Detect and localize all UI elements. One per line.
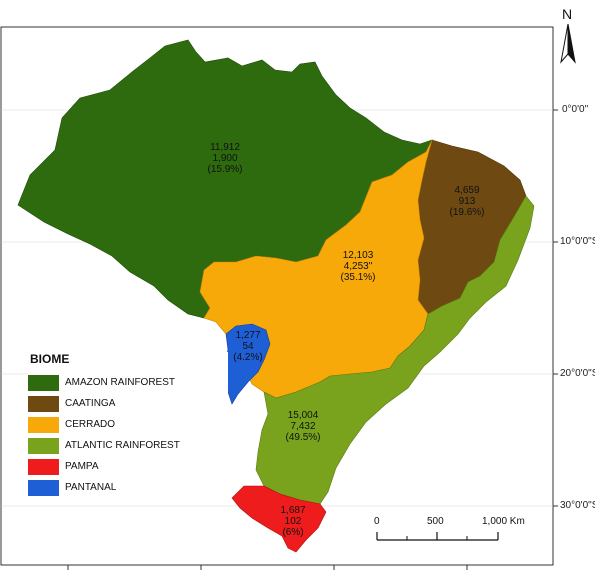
legend-label: PANTANAL — [65, 482, 117, 493]
region-area: 12,103 — [342, 250, 374, 261]
region-area: 1,277 — [235, 330, 261, 341]
region-area: 15,004 — [287, 410, 319, 421]
legend-swatch — [28, 458, 59, 475]
legend-swatch — [28, 437, 59, 454]
scale-tick-1000: 1,000 Km — [482, 516, 525, 527]
latitude-label-30s: 30°0'0"S — [560, 500, 595, 511]
region-percent: (35.1%) — [340, 272, 376, 283]
north-arrow-icon — [560, 24, 576, 64]
region-percent: (19.6%) — [449, 207, 485, 218]
legend: BIOME AMAZON RAINFOREST CAATINGA CERRADO… — [28, 352, 228, 498]
biome-atlantic-rainforest — [255, 195, 535, 505]
legend-label: PAMPA — [65, 461, 99, 472]
region-label-pampa: 1,687 102 (6%) — [268, 505, 318, 538]
scale-bar — [376, 532, 499, 541]
region-percent: (15.9%) — [207, 164, 243, 175]
legend-label: CAATINGA — [65, 398, 116, 409]
region-area: 4,659 — [454, 185, 480, 196]
legend-title: BIOME — [30, 352, 70, 366]
map-border — [0, 26, 554, 566]
legend-label: CERRADO — [65, 419, 116, 430]
biome-pampa — [231, 485, 327, 553]
legend-item-amazon: AMAZON RAINFOREST — [28, 372, 228, 393]
region-count: 7,432 — [290, 421, 316, 432]
legend-item-pampa: PAMPA — [28, 456, 228, 477]
region-count: 54 — [242, 341, 254, 352]
latitude-label-10s: 10°0'0"S — [560, 236, 595, 247]
region-count: 102 — [284, 516, 302, 527]
region-label-cerrado: 12,103 4,253" (35.1%) — [328, 250, 388, 283]
legend-swatch — [28, 374, 59, 391]
legend-item-atlantic: ATLANTIC RAINFOREST — [28, 435, 228, 456]
graticule-ticks — [67, 109, 558, 570]
legend-swatch — [28, 479, 59, 496]
region-label-atlantic: 15,004 7,432 (49.5%) — [273, 410, 333, 443]
legend-item-pantanal: PANTANAL — [28, 477, 228, 498]
region-count: 1,900 — [212, 153, 238, 164]
region-label-amazon: 11,912 1,900 (15.9%) — [195, 142, 255, 175]
scale-tick-0: 0 — [374, 516, 380, 527]
region-label-pantanal: 1,277 54 (4.2%) — [222, 330, 274, 363]
legend-label: ATLANTIC RAINFOREST — [65, 440, 180, 451]
latitude-label-20s: 20°0'0"S — [560, 368, 595, 379]
scale-tick-500: 500 — [427, 516, 444, 527]
region-count: 4,253" — [343, 261, 373, 272]
region-count: 913 — [458, 196, 476, 207]
legend-label: AMAZON RAINFOREST — [65, 377, 176, 388]
legend-item-caatinga: CAATINGA — [28, 393, 228, 414]
region-label-caatinga: 4,659 913 (19.6%) — [437, 185, 497, 218]
legend-item-cerrado: CERRADO — [28, 414, 228, 435]
legend-swatch — [28, 416, 59, 433]
north-label: N — [562, 6, 573, 22]
region-area: 11,912 — [210, 142, 240, 153]
legend-swatch — [28, 395, 59, 412]
latitude-label-0: 0°0'0" — [562, 104, 589, 115]
region-area: 1,687 — [280, 505, 306, 516]
region-percent: (49.5%) — [285, 432, 321, 443]
region-percent: (6%) — [282, 527, 304, 538]
region-percent: (4.2%) — [233, 352, 263, 363]
